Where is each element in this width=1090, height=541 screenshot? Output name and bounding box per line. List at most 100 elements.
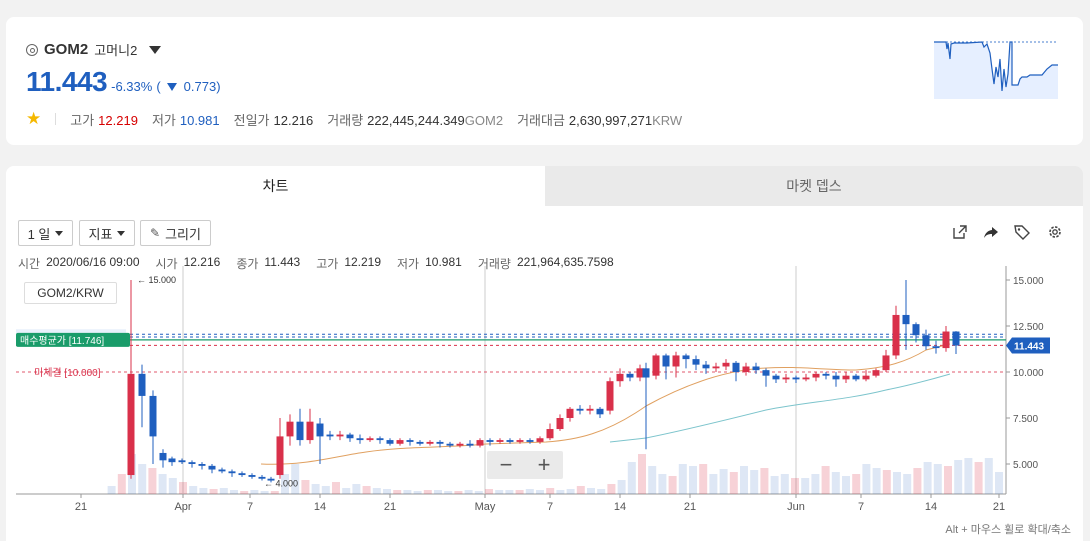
volume-bar — [240, 491, 249, 494]
chevron-down-icon — [117, 230, 126, 236]
favorite-star-icon[interactable]: ★ — [26, 109, 42, 128]
volume-bar — [291, 464, 300, 494]
tab-chart[interactable]: 차트 — [6, 166, 545, 206]
volume-bar — [923, 462, 932, 494]
volume-bar — [750, 470, 759, 494]
volume-bar — [576, 486, 585, 494]
zoom-control: − + — [487, 451, 563, 479]
candle-body — [636, 368, 644, 378]
candle-body — [476, 440, 484, 446]
candle-body — [306, 421, 314, 441]
volume-bar — [383, 489, 391, 494]
volume-bar — [230, 490, 238, 494]
coin-symbol: GOM2 — [44, 41, 89, 58]
change-open-paren: ( — [156, 79, 161, 94]
mini-price-chart — [934, 41, 1058, 99]
candle-body — [882, 355, 890, 371]
last-price-tag — [1006, 337, 1050, 354]
candle-body — [832, 375, 840, 380]
volume-bar — [638, 454, 646, 494]
candle-body — [188, 462, 196, 464]
volume-bar — [474, 491, 483, 494]
pair-label: GOM2/KRW — [24, 282, 117, 304]
x-tick-label: 7 — [858, 501, 864, 513]
volume-bar — [760, 468, 769, 494]
candle-body — [336, 434, 344, 437]
share-icon[interactable] — [982, 223, 1000, 241]
volume-bar — [117, 474, 126, 494]
candle-body — [802, 377, 810, 380]
candle-body — [386, 440, 394, 444]
stat-prev: 전일가 12.216 — [233, 112, 314, 128]
volume-bar — [270, 491, 279, 494]
volume-bar — [658, 474, 667, 494]
volume-bar — [811, 474, 820, 494]
volume-bar — [352, 484, 361, 494]
candle-body — [536, 438, 544, 442]
interval-select[interactable]: 1 일 — [18, 220, 73, 246]
volume-bar — [199, 488, 208, 494]
candle-body — [872, 370, 880, 376]
candle-body — [772, 375, 780, 380]
candle-body — [672, 355, 680, 367]
candle-body — [248, 475, 256, 477]
candle-body — [852, 375, 860, 380]
candle-body — [712, 366, 720, 369]
stat-low: 저가 10.981 — [151, 112, 220, 128]
candle-body — [446, 443, 454, 446]
zoom-out-button[interactable]: − — [499, 452, 513, 477]
candle-body — [238, 473, 246, 476]
candle-body — [346, 434, 354, 439]
coin-title-row[interactable]: GOM2 고머니2 — [26, 40, 162, 59]
x-tick-label: 21 — [993, 501, 1005, 513]
volume-bar — [209, 489, 218, 494]
external-link-icon[interactable] — [951, 223, 969, 241]
volume-bar — [556, 490, 565, 494]
volume-bar — [882, 470, 891, 494]
volume-bar — [780, 474, 789, 494]
volume-bar — [158, 474, 167, 494]
chevron-down-icon — [55, 230, 64, 236]
candlestick-chart[interactable]: 15.000 12.500 10.000 7.500 5.000 21 Apr 7 14 21 Ma… — [6, 266, 1083, 516]
current-price: 11.443 — [26, 66, 108, 97]
zoom-in-button[interactable]: + — [537, 452, 551, 477]
max-price-marker: ← 15.000 — [137, 275, 176, 285]
coin-dropdown-icon[interactable] — [149, 45, 162, 54]
stat-high: 고가 12.219 — [70, 112, 138, 128]
volume-bar — [913, 468, 922, 494]
volume-bar — [566, 489, 575, 494]
volume-bar — [168, 478, 177, 494]
candle-body — [596, 408, 604, 415]
volume-bar — [434, 490, 442, 494]
draw-button[interactable]: ✎ 그리기 — [140, 220, 211, 246]
volume-bar — [311, 484, 320, 494]
settings-gear-icon[interactable] — [1046, 223, 1064, 241]
moving-average-line — [609, 373, 951, 443]
volume-bar — [842, 476, 850, 494]
candle-body — [652, 355, 660, 376]
volume-bar — [464, 490, 473, 494]
x-tick-label: 21 — [384, 501, 396, 513]
volume-bar — [403, 490, 412, 494]
volume-bar — [219, 488, 228, 494]
volume-bar — [678, 464, 687, 494]
min-price-marker: ← 4.000 — [264, 478, 298, 488]
candle-body — [556, 418, 564, 430]
tab-market-depth[interactable]: 마켓 뎁스 — [545, 166, 1083, 206]
volume-bar — [546, 488, 555, 494]
candle-body — [218, 469, 226, 472]
volume-bar — [862, 464, 871, 494]
tag-icon[interactable] — [1013, 223, 1031, 241]
volume-bar — [821, 466, 830, 494]
avg-label-bg — [16, 332, 130, 347]
candle-body — [208, 465, 216, 470]
volume-bar — [607, 484, 616, 494]
x-tick-label: Apr — [174, 501, 191, 513]
candle-body — [286, 421, 294, 437]
candle-body — [376, 438, 384, 441]
indicator-select[interactable]: 지표 — [79, 220, 135, 246]
volume-bar — [515, 490, 524, 494]
candle-body — [626, 373, 634, 378]
volume-bar — [668, 476, 677, 494]
change-percent: -6.33% — [111, 79, 153, 94]
